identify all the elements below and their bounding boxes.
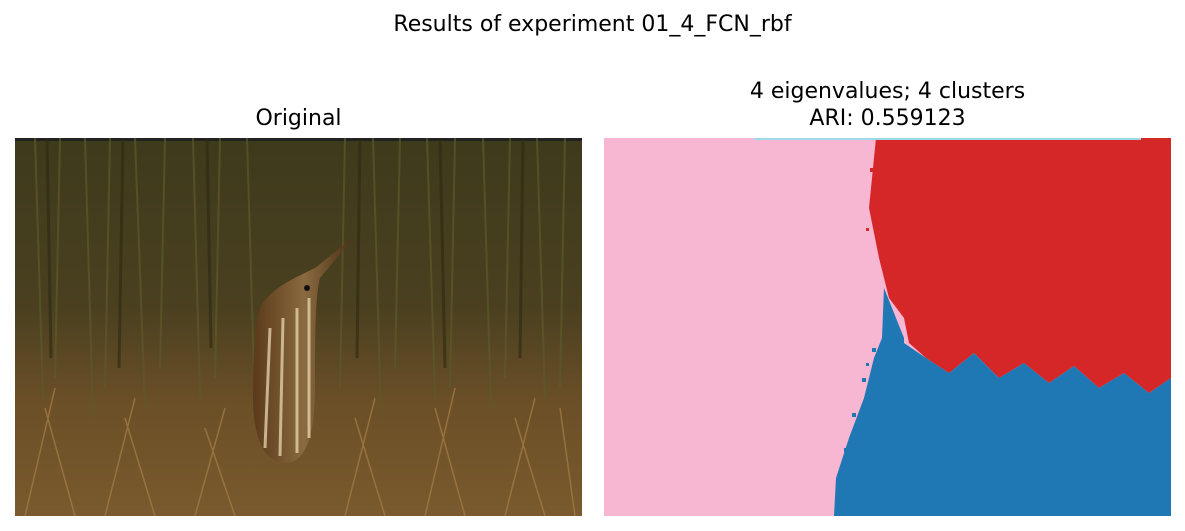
segment-cyan	[754, 138, 1141, 140]
figure-suptitle: Results of experiment 01_4_FCN_rbf	[393, 12, 792, 37]
segment-bird-beak	[904, 236, 942, 288]
dry-grass	[24, 387, 576, 516]
segment-blue-speckles	[844, 348, 876, 452]
segmentation-map	[604, 138, 1171, 516]
original-image	[15, 138, 582, 516]
segmentation-title-line2: ARI: 0.559123	[809, 106, 966, 131]
photo-top-edge	[15, 138, 582, 141]
bittern-bird	[253, 236, 355, 463]
segment-red-speckles	[866, 168, 884, 252]
original-photo	[15, 138, 582, 516]
reed-shadows	[45, 138, 525, 369]
segmentation-image	[604, 138, 1171, 516]
segmentation-title-line1: 4 eigenvalues; 4 clusters	[749, 79, 1026, 104]
segment-red	[869, 138, 1171, 393]
reed-stalks	[34, 138, 566, 419]
original-panel-title: Original	[255, 106, 342, 131]
segmentation-panel-title: 4 eigenvalues; 4 clusters ARI: 0.559123	[604, 78, 1171, 132]
segment-blue	[834, 288, 1171, 516]
